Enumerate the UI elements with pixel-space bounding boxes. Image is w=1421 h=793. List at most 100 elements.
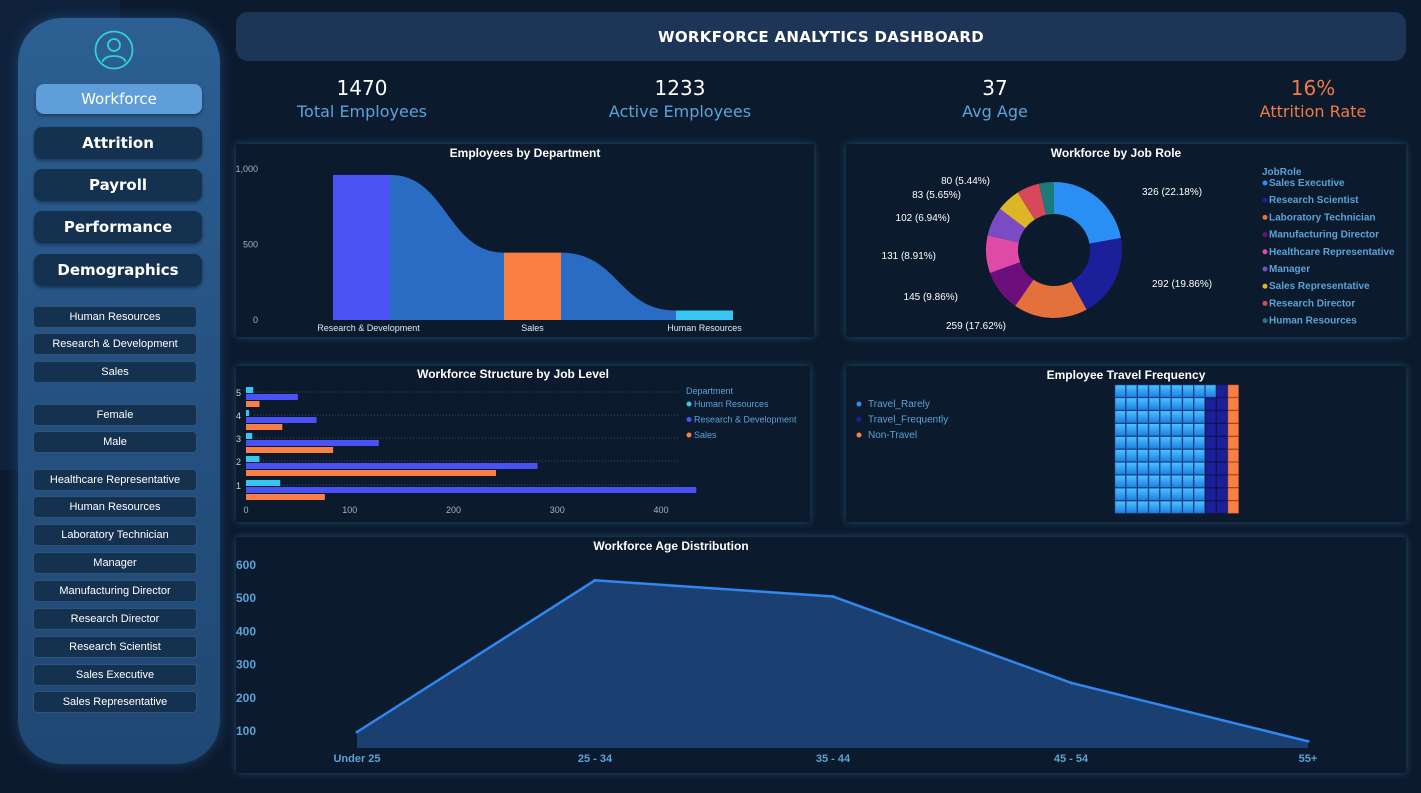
nav-button-attrition[interactable]: Attrition — [34, 127, 202, 159]
slicer-job-role-manufacturing-director[interactable]: Manufacturing Director — [33, 580, 197, 602]
legend-item-research-scientist[interactable]: Research Scientist — [1269, 195, 1359, 206]
legend-item-research-director[interactable]: Research Director — [1269, 298, 1355, 309]
waffle-cell-travel-rarely[interactable] — [1137, 500, 1149, 514]
waffle-cell-travel-rarely[interactable] — [1114, 436, 1126, 449]
waffle-cell-travel-rarely[interactable] — [1137, 410, 1149, 424]
waffle-cell-travel-rarely[interactable] — [1148, 500, 1160, 514]
waffle-cell-travel-rarely[interactable] — [1137, 423, 1149, 437]
slice-healthcare-representative[interactable] — [986, 235, 1021, 273]
bar-level-3-sales[interactable] — [246, 447, 334, 453]
waffle-cell-travel-rarely[interactable] — [1159, 449, 1172, 462]
waffle-cell-travel-rarely[interactable] — [1114, 410, 1126, 424]
waffle-cell-travel-rarely[interactable] — [1171, 436, 1183, 449]
bar-level-3-human-resources[interactable] — [246, 433, 253, 439]
slice-laboratory-technician[interactable] — [1015, 279, 1087, 318]
waffle-cell-travel-rarely[interactable] — [1137, 462, 1149, 475]
waffle-cell-travel-rarely[interactable] — [1137, 487, 1149, 501]
waffle-cell-travel-frequently[interactable] — [1216, 423, 1228, 437]
waffle-cell-travel-frequently[interactable] — [1205, 487, 1217, 501]
nav-button-performance[interactable]: Performance — [34, 211, 202, 243]
waffle-cell-travel-frequently[interactable] — [1216, 475, 1228, 488]
data-point-55[interactable] — [1306, 739, 1310, 743]
waffle-cell-travel-frequently[interactable] — [1205, 423, 1217, 437]
waffle-cell-travel-rarely[interactable] — [1114, 397, 1126, 411]
waffle-cell-travel-rarely[interactable] — [1171, 500, 1183, 514]
waffle-cell-travel-rarely[interactable] — [1205, 384, 1217, 398]
waffle-cell-travel-frequently[interactable] — [1205, 410, 1217, 424]
slice-human-resources[interactable] — [1039, 182, 1054, 215]
waffle-cell-travel-rarely[interactable] — [1182, 423, 1194, 437]
waffle-cell-travel-rarely[interactable] — [1159, 462, 1172, 475]
bar-research-development[interactable] — [333, 174, 390, 320]
waffle-cell-non-travel[interactable] — [1227, 410, 1239, 424]
slice-research-director[interactable] — [1017, 183, 1047, 220]
legend-item-sales-representative[interactable]: Sales Representative — [1269, 281, 1370, 292]
legend-item-travel-frequently[interactable]: Travel_Frequently — [868, 415, 948, 426]
waffle-cell-travel-rarely[interactable] — [1125, 436, 1138, 449]
waffle-cell-travel-frequently[interactable] — [1216, 487, 1228, 501]
bar-level-2-research-development[interactable] — [246, 463, 538, 469]
waffle-cell-travel-frequently[interactable] — [1216, 436, 1228, 449]
waffle-cell-travel-rarely[interactable] — [1193, 462, 1205, 475]
waffle-cell-travel-rarely[interactable] — [1125, 397, 1138, 411]
waffle-cell-travel-rarely[interactable] — [1114, 475, 1126, 488]
data-point-25-34[interactable] — [593, 578, 597, 582]
data-point-under-25[interactable] — [355, 730, 359, 734]
slicer-gender-male[interactable]: Male — [33, 431, 197, 453]
waffle-cell-travel-rarely[interactable] — [1137, 436, 1149, 449]
waffle-cell-travel-rarely[interactable] — [1193, 384, 1205, 398]
bar-level-5-sales[interactable] — [246, 401, 260, 407]
waffle-cell-travel-rarely[interactable] — [1114, 500, 1126, 514]
waffle-cell-travel-rarely[interactable] — [1171, 423, 1183, 437]
waffle-cell-travel-frequently[interactable] — [1216, 384, 1228, 398]
waffle-cell-travel-rarely[interactable] — [1182, 462, 1194, 475]
waffle-cell-travel-rarely[interactable] — [1193, 475, 1205, 488]
bar-level-4-research-development[interactable] — [246, 417, 317, 423]
waffle-cell-non-travel[interactable] — [1227, 462, 1239, 475]
slicer-job-role-research-director[interactable]: Research Director — [33, 608, 197, 630]
slice-manager[interactable] — [987, 208, 1026, 243]
slicer-job-role-human-resources[interactable]: Human Resources — [33, 496, 197, 518]
waffle-cell-travel-rarely[interactable] — [1171, 397, 1183, 411]
bar-human-resources[interactable] — [676, 310, 733, 320]
waffle-cell-travel-rarely[interactable] — [1148, 462, 1160, 475]
waffle-cell-travel-rarely[interactable] — [1182, 449, 1194, 462]
waffle-cell-travel-rarely[interactable] — [1182, 500, 1194, 514]
waffle-cell-travel-frequently[interactable] — [1216, 462, 1228, 475]
waffle-cell-non-travel[interactable] — [1227, 436, 1239, 449]
waffle-cell-travel-frequently[interactable] — [1205, 436, 1217, 449]
waffle-cell-travel-rarely[interactable] — [1148, 384, 1160, 398]
legend-item-sales-executive[interactable]: Sales Executive — [1269, 178, 1345, 189]
waffle-cell-travel-rarely[interactable] — [1159, 487, 1172, 501]
slicer-department-research-development[interactable]: Research & Development — [33, 333, 197, 355]
bar-level-5-human-resources[interactable] — [246, 387, 254, 393]
waffle-cell-non-travel[interactable] — [1227, 500, 1239, 514]
waffle-cell-travel-rarely[interactable] — [1159, 410, 1172, 424]
waffle-cell-travel-frequently[interactable] — [1216, 410, 1228, 424]
waffle-cell-travel-rarely[interactable] — [1114, 423, 1126, 437]
waffle-cell-travel-frequently[interactable] — [1216, 500, 1228, 514]
data-point-45-54[interactable] — [1069, 681, 1073, 685]
slice-manufacturing-director[interactable] — [989, 262, 1034, 306]
waffle-cell-travel-rarely[interactable] — [1171, 475, 1183, 488]
waffle-cell-travel-rarely[interactable] — [1159, 475, 1172, 488]
waffle-cell-travel-rarely[interactable] — [1148, 397, 1160, 411]
waffle-cell-non-travel[interactable] — [1227, 397, 1239, 411]
waffle-cell-travel-rarely[interactable] — [1137, 384, 1149, 398]
waffle-cell-travel-rarely[interactable] — [1125, 423, 1138, 437]
waffle-cell-travel-rarely[interactable] — [1193, 500, 1205, 514]
bar-level-2-human-resources[interactable] — [246, 456, 260, 462]
waffle-cell-travel-rarely[interactable] — [1171, 487, 1183, 501]
bar-level-4-human-resources[interactable] — [246, 410, 250, 416]
waffle-cell-travel-rarely[interactable] — [1114, 384, 1126, 398]
slicer-job-role-sales-executive[interactable]: Sales Executive — [33, 664, 197, 686]
slicer-job-role-research-scientist[interactable]: Research Scientist — [33, 636, 197, 658]
waffle-cell-travel-frequently[interactable] — [1216, 397, 1228, 411]
waffle-cell-travel-rarely[interactable] — [1148, 487, 1160, 501]
waffle-cell-travel-frequently[interactable] — [1216, 449, 1228, 462]
waffle-cell-travel-rarely[interactable] — [1114, 449, 1126, 462]
legend-item-manufacturing-director[interactable]: Manufacturing Director — [1269, 230, 1379, 241]
waffle-cell-travel-rarely[interactable] — [1148, 423, 1160, 437]
nav-button-workforce[interactable]: Workforce — [36, 84, 202, 114]
slicer-job-role-manager[interactable]: Manager — [33, 552, 197, 574]
